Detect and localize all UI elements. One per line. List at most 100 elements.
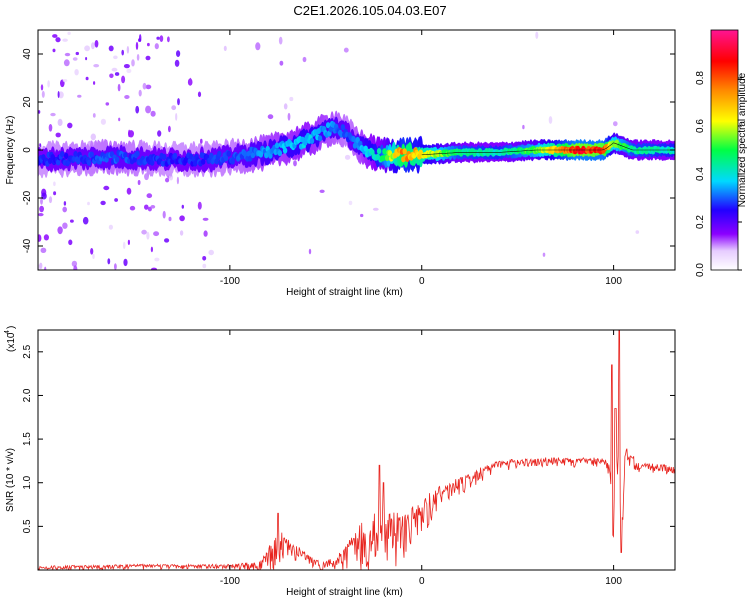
noise-blob [121, 75, 126, 84]
noise-blob [62, 79, 68, 82]
noise-blob [150, 246, 153, 253]
noise-blob [175, 113, 178, 121]
noise-blob [150, 205, 156, 209]
ridge-mark [162, 153, 167, 160]
noise-blob [348, 200, 353, 206]
snr-multiplier-exponent: 4 [4, 330, 11, 334]
noise-blob [522, 124, 525, 130]
snr-multiplier-base: (x10 [6, 332, 17, 352]
noise-blob [157, 130, 162, 137]
noise-blob [58, 91, 64, 99]
ridge-mark [135, 150, 140, 157]
y-tick-label: 0.5 [22, 519, 33, 533]
ridge-mark [150, 159, 155, 166]
noise-blob [47, 80, 50, 88]
noise-blob [278, 36, 283, 45]
figure-title: C2E1.2026.105.04.03.E07 [293, 3, 446, 18]
noise-blob [90, 133, 97, 141]
noise-blob [255, 42, 261, 51]
noise-blob [67, 122, 73, 129]
noise-blob [84, 45, 90, 52]
noise-blob [169, 174, 174, 181]
noise-blob [176, 50, 181, 57]
noise-blob [202, 217, 209, 221]
noise-blob [147, 42, 150, 47]
noise-blob [203, 230, 208, 237]
noise-blob [73, 265, 78, 270]
ridge-mark [60, 151, 65, 158]
noise-blob [131, 59, 135, 67]
noise-blob [90, 248, 94, 255]
noise-blob [72, 57, 78, 61]
noise-blob [293, 160, 297, 167]
ridge-mark [230, 158, 235, 165]
noise-blob [137, 180, 141, 185]
noise-blob [52, 48, 56, 53]
y-tick-label: 0 [22, 147, 33, 153]
ridge-mark [672, 147, 675, 154]
noise-blob [107, 258, 111, 265]
noise-blob [62, 222, 68, 229]
x-tick-label: 0 [419, 276, 425, 287]
noise-blob [146, 193, 153, 199]
noise-blob [181, 204, 184, 209]
noise-blob [44, 266, 47, 270]
ridge-mark [86, 159, 92, 166]
y-tick-label: 2.0 [22, 388, 33, 402]
noise-blob [87, 201, 90, 206]
noise-blob [287, 112, 291, 121]
noise-blob [129, 205, 136, 211]
noise-blob [128, 129, 131, 138]
noise-blob [38, 213, 44, 217]
y-tick-label: 1.5 [22, 432, 33, 446]
noise-blob [126, 68, 132, 74]
noise-blob [75, 51, 80, 56]
noise-blob [57, 91, 60, 98]
noise-blob [126, 187, 132, 195]
noise-blob [289, 96, 294, 102]
ridge-mark [123, 152, 128, 159]
noise-blob [283, 103, 288, 110]
ridge-mark [209, 152, 214, 159]
noise-blob [40, 197, 43, 205]
noise-blob [135, 105, 140, 114]
noise-blob [122, 241, 126, 249]
noise-blob [117, 83, 121, 92]
noise-blob [165, 177, 170, 183]
noise-blob [48, 196, 53, 204]
noise-blob [57, 118, 63, 126]
noise-blob [145, 84, 152, 90]
noise-blob [153, 231, 160, 237]
noise-blob [197, 91, 202, 98]
noise-blob [124, 95, 130, 99]
colorbar-label: Normalized spectral amplitude [737, 72, 748, 207]
ridge-centre-line [421, 142, 675, 156]
noise-blob [197, 201, 202, 210]
noise-blob [162, 210, 166, 219]
noise-blob [100, 200, 106, 206]
noise-blob [63, 59, 70, 67]
ridge-mark [376, 148, 382, 155]
noise-blob [53, 181, 56, 187]
noise-blob [118, 117, 121, 122]
noise-blob [74, 69, 79, 76]
noise-blob [267, 114, 274, 120]
noise-blob [93, 63, 100, 68]
noise-blob [123, 64, 130, 69]
noise-blob [343, 47, 349, 53]
ridge-mark [226, 150, 231, 157]
noise-blob [114, 263, 117, 270]
y-tick-label: -20 [22, 190, 33, 205]
ridge-mark [340, 124, 346, 131]
noise-blob [108, 45, 114, 52]
ridge-mark [274, 142, 280, 149]
noise-blob [108, 224, 113, 230]
noise-blob [167, 36, 170, 43]
noise-blob [208, 249, 214, 256]
ridge-mark [89, 151, 94, 158]
noise-blob [548, 116, 553, 124]
colorbar-tick-label: 0.6 [695, 119, 706, 133]
colorbar-tick-label: 0.8 [695, 71, 706, 85]
ridge-mark [250, 152, 256, 159]
